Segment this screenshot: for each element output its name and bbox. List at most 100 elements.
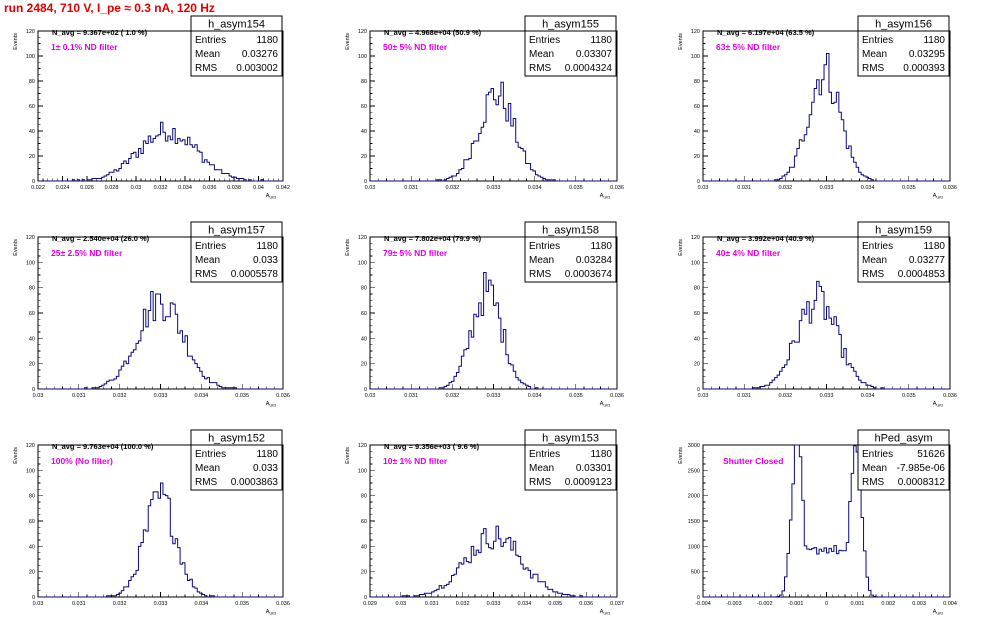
stat-rms-label: RMS: [862, 477, 885, 488]
stat-entries-label: Entries: [862, 241, 893, 252]
y-tick-label: 120: [358, 443, 367, 449]
stat-mean-value: 0.03301: [576, 463, 613, 474]
navg-label: N_avg = 2.540e+04 (26.0 %): [52, 234, 150, 243]
y-tick-label: 0: [32, 179, 35, 185]
x-tick-label: 0.032: [456, 601, 470, 607]
stat-entries-value: 1180: [256, 241, 278, 252]
y-axis-label: Events: [678, 447, 684, 464]
y-tick-label: 40: [29, 129, 35, 135]
x-axis-label: AUID: [600, 401, 611, 408]
histogram-line: [370, 81, 617, 182]
panel-h_asym159: 0 20 40 60 80 100 120 0.03 0.031 0.032 0.033 0.034 0…: [678, 221, 957, 408]
y-tick-label: 120: [691, 29, 700, 35]
stats-box: [524, 15, 617, 77]
x-tick-label: 0.034: [194, 601, 208, 607]
y-tick-label: 80: [361, 79, 367, 85]
stats-box: [524, 429, 617, 491]
x-tick-label: 0.001: [850, 601, 864, 607]
x-tick-label: 0.033: [487, 393, 501, 399]
y-tick-label: 60: [29, 311, 35, 317]
y-tick-label: 500: [691, 570, 700, 576]
x-tick-label: 0.036: [203, 185, 217, 191]
x-tick-label: 0.042: [276, 185, 290, 191]
x-tick-label: 0.031: [737, 185, 751, 191]
stat-rms-value: 0.0009123: [565, 477, 613, 488]
stat-rms-value: 0.0008312: [898, 477, 946, 488]
histogram-line: [703, 53, 950, 182]
x-tick-label: 0.036: [579, 601, 593, 607]
y-tick-label: 40: [361, 129, 367, 135]
x-tick-label: 0.034: [517, 601, 531, 607]
histogram-line: [703, 280, 950, 390]
x-tick-label: 0.035: [902, 185, 916, 191]
y-axis-label: Events: [13, 33, 19, 50]
stat-mean-value: 0.03284: [576, 255, 613, 266]
x-tick-label: 0.034: [178, 185, 192, 191]
y-tick-label: 120: [26, 235, 35, 241]
stats-box: [857, 429, 950, 491]
x-tick-label: 0.03: [131, 185, 142, 191]
stat-entries-label: Entries: [529, 449, 560, 460]
y-tick-label: 100: [358, 260, 367, 266]
x-tick-label: 0.034: [528, 185, 542, 191]
stat-rms-label: RMS: [529, 477, 552, 488]
y-tick-label: 20: [29, 570, 35, 576]
y-tick-label: 40: [29, 336, 35, 342]
stat-mean-label: Mean: [529, 49, 554, 60]
x-tick-label: 0.03: [33, 393, 44, 399]
panel-h_asym152: 0 20 40 60 80 100 120 0.03 0.031 0.032 0.033 0.034 0…: [13, 429, 290, 616]
stat-rms-value: 0.000393: [903, 63, 945, 74]
stat-mean-value: 0.03276: [242, 49, 279, 60]
stat-rms-value: 0.003002: [236, 63, 278, 74]
y-tick-label: 2000: [688, 494, 700, 500]
stat-rms-label: RMS: [195, 477, 218, 488]
y-tick-label: 60: [29, 104, 35, 110]
y-tick-label: 80: [361, 286, 367, 292]
x-tick-label: 0.032: [113, 393, 127, 399]
stat-rms-label: RMS: [529, 269, 552, 280]
histogram-name: h_asym159: [875, 225, 932, 237]
x-tick-label: 0.031: [404, 185, 418, 191]
stat-entries-value: 1180: [590, 35, 612, 46]
x-tick-label: 0.032: [445, 393, 459, 399]
x-tick-label: 0.035: [235, 393, 249, 399]
stat-rms-label: RMS: [195, 269, 218, 280]
x-axis-label: AUID: [266, 193, 277, 200]
y-tick-label: 80: [29, 494, 35, 500]
x-tick-label: 0.036: [610, 393, 624, 399]
x-tick-label: 0.035: [235, 601, 249, 607]
y-tick-label: 1000: [688, 544, 700, 550]
stat-entries-label: Entries: [862, 35, 893, 46]
stat-entries-label: Entries: [529, 241, 560, 252]
stat-entries-value: 1180: [256, 449, 278, 460]
stat-entries-label: Entries: [195, 35, 226, 46]
stat-entries-value: 1180: [590, 449, 612, 460]
y-tick-label: 20: [29, 362, 35, 368]
x-tick-label: 0.033: [820, 393, 834, 399]
x-tick-label: 0.033: [820, 185, 834, 191]
x-tick-label: 0.031: [737, 393, 751, 399]
stat-mean-label: Mean: [195, 49, 220, 60]
y-tick-label: 20: [694, 362, 700, 368]
stat-rms-value: 0.0005578: [231, 269, 279, 280]
y-axis-label: Events: [13, 447, 19, 464]
stat-rms-value: 0.0003863: [231, 477, 279, 488]
navg-label: N_avg = 9.763e+04 (100.0 %): [52, 442, 154, 451]
filter-annotation: 1± 0.1% ND filter: [51, 42, 118, 52]
x-tick-label: 0.033: [154, 393, 168, 399]
x-tick-label: 0.032: [113, 601, 127, 607]
filter-annotation: 10± 1% ND filter: [383, 456, 448, 466]
y-tick-label: 60: [361, 311, 367, 317]
x-tick-label: 0.03: [698, 393, 709, 399]
y-tick-label: 100: [26, 468, 35, 474]
stats-box: [857, 221, 950, 283]
panel-h_asym155: 0 20 40 60 80 100 120 0.03 0.031 0.032 0.033 0.034 0…: [345, 15, 624, 200]
x-tick-label: 0.034: [861, 185, 875, 191]
stat-entries-value: 1180: [923, 241, 945, 252]
stats-box: [857, 15, 950, 77]
y-tick-label: 20: [361, 570, 367, 576]
stats-box: [190, 15, 283, 77]
x-tick-label: 0: [825, 601, 828, 607]
stat-mean-value: 0.03295: [909, 49, 946, 60]
